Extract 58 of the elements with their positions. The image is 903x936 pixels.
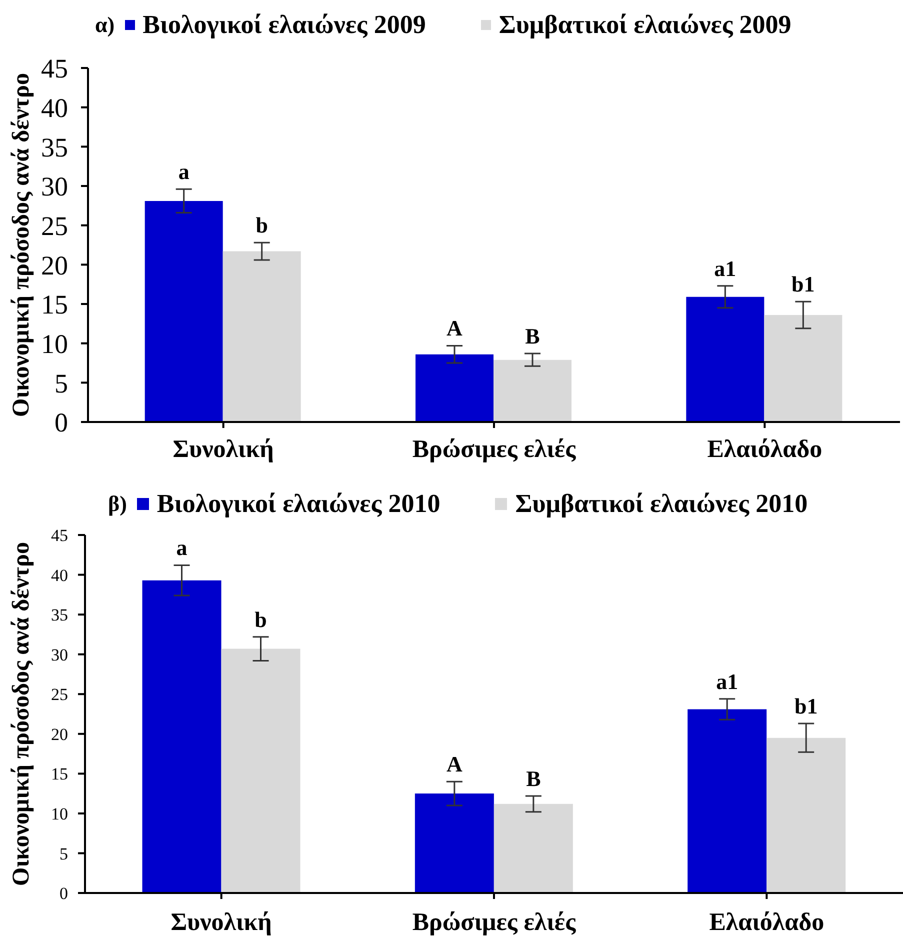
data-label: B <box>526 766 542 791</box>
data-label: B <box>525 324 540 349</box>
data-label: a1 <box>714 256 736 281</box>
data-label: A <box>446 752 462 777</box>
y-tick-label: 10 <box>51 804 68 824</box>
data-label: A <box>446 316 463 341</box>
y-tick-label: 5 <box>54 368 68 398</box>
y-tick-label: 45 <box>51 526 68 546</box>
bar <box>221 648 300 893</box>
legend-label: Βιολογικοί ελαιώνες 2009 <box>142 10 426 40</box>
data-label: a <box>178 159 190 184</box>
bar <box>494 804 573 893</box>
data-label: a <box>176 535 188 560</box>
x-tick-label: Συνολική <box>172 436 274 463</box>
y-tick-label: 40 <box>51 566 68 585</box>
y-tick-label: 0 <box>54 408 68 438</box>
chart-title: α) <box>95 12 115 38</box>
y-axis-title: Οικονομική πρόσοδος ανά δέντρο <box>8 73 34 417</box>
y-tick-label: 5 <box>60 844 68 864</box>
legend-label: Βιολογικοί ελαιώνες 2010 <box>156 489 440 519</box>
bar <box>222 251 301 422</box>
y-axis-title: Οικονομική πρόσοδος ανά δέντρο <box>8 542 34 886</box>
bar <box>144 200 223 422</box>
y-tick-label: 0 <box>60 884 68 904</box>
bar <box>494 360 572 422</box>
bar <box>766 738 846 893</box>
y-tick-label: 30 <box>41 172 68 202</box>
data-label: a1 <box>716 668 738 694</box>
y-tick-label: 20 <box>41 250 68 280</box>
y-tick-label: 20 <box>51 724 68 744</box>
x-tick-label: Ελαιόλαδο <box>709 908 824 936</box>
y-tick-label: 45 <box>41 54 68 84</box>
x-tick-label: Συνολική <box>170 908 272 936</box>
x-tick-label: Ελαιόλαδο <box>707 436 822 463</box>
bar <box>688 709 767 893</box>
bar <box>142 580 222 893</box>
x-tick-label: Βρώσιμες ελιές <box>412 436 576 463</box>
y-tick-label: 25 <box>41 210 68 241</box>
data-label: b <box>254 606 267 632</box>
data-label: b1 <box>794 694 818 719</box>
bar <box>686 296 764 422</box>
y-tick-label: 25 <box>51 685 68 704</box>
y-tick-label: 40 <box>41 92 68 123</box>
x-tick-label: Βρώσιμες ελιές <box>412 908 576 936</box>
y-tick-label: 35 <box>41 132 68 162</box>
bar <box>414 794 494 893</box>
y-tick-label: 35 <box>51 606 68 625</box>
legend-label: Συμβατικοί ελαιώνες 2010 <box>515 489 808 519</box>
y-tick-label: 10 <box>41 328 68 359</box>
bar <box>764 315 842 422</box>
legend-label: Συμβατικοί ελαιώνες 2009 <box>498 10 792 40</box>
data-label: b <box>256 212 268 238</box>
data-label: b1 <box>792 272 815 297</box>
y-tick-label: 30 <box>51 645 68 664</box>
bar <box>416 354 494 422</box>
y-tick-label: 15 <box>51 764 68 784</box>
chart-title: β) <box>108 491 127 517</box>
y-tick-label: 15 <box>41 290 68 320</box>
